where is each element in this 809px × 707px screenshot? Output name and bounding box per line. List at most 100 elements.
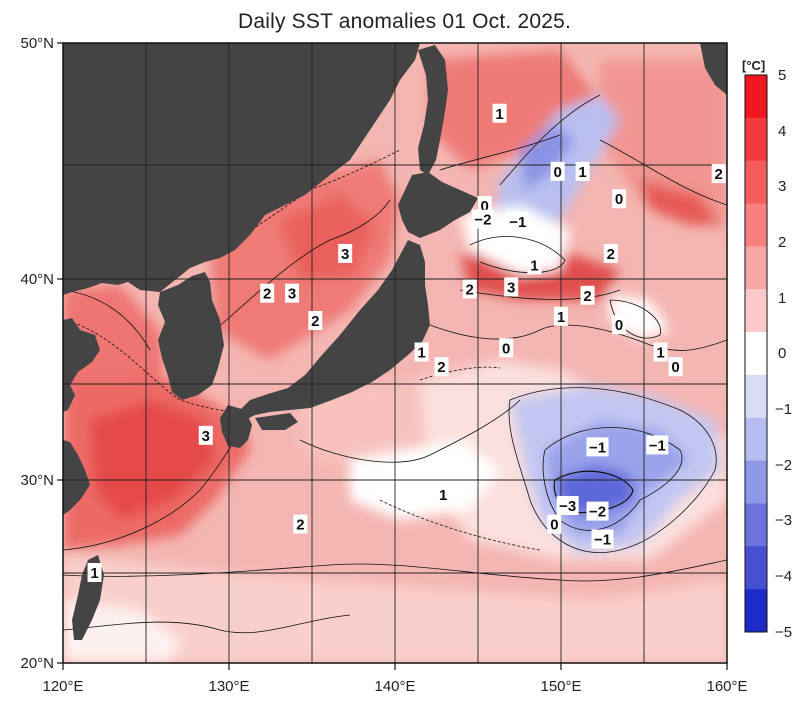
contour-label: 0: [502, 340, 510, 357]
lon-label-150e: 150°E: [540, 678, 581, 695]
colorbar-swatch: [745, 203, 767, 247]
contour-label: 2: [437, 359, 445, 376]
colorbar-swatch: [745, 460, 767, 504]
colorbar-tick-2: 2: [778, 234, 786, 251]
colorbar-swatch: [745, 332, 767, 376]
colorbar-swatch: [745, 589, 767, 633]
contour-label-bg: [711, 164, 726, 184]
contour-label-bg: [492, 103, 507, 123]
contour-label: 3: [202, 428, 210, 445]
lon-ticks: [62, 663, 728, 670]
contour-label-bg: [612, 315, 627, 335]
contour-label-bg: [586, 437, 609, 457]
contour-label-bg: [414, 342, 429, 362]
lon-label-120e: 120°E: [42, 678, 83, 695]
colorbar-swatches: [745, 75, 767, 633]
colorbar-swatch: [745, 289, 767, 333]
contour-label-bg: [285, 283, 300, 303]
colorbar-swatch: [745, 246, 767, 290]
contour-label: 1: [530, 257, 538, 274]
colorbar-tick-neg2: −2: [775, 457, 792, 474]
warm-patch-ecs-core: [90, 400, 215, 520]
lon-label-140e: 140°E: [374, 678, 415, 695]
contour-label: 2: [466, 282, 474, 299]
colorbar-frame: [744, 74, 768, 633]
contour-label: 0: [480, 198, 488, 215]
contour-label: 1: [495, 106, 503, 123]
contour-label-bg: [653, 342, 668, 362]
contour-label-bg: [556, 496, 579, 516]
colorbar-tick-neg1: −1: [775, 401, 792, 418]
colorbar-swatch: [745, 417, 767, 462]
contour-label-bg: [293, 514, 308, 534]
contour-label: 0: [554, 164, 562, 181]
graticule: [63, 43, 727, 663]
contour-label-bg: [499, 338, 514, 358]
contour-label: 0: [615, 191, 623, 208]
contour-label-bg: [471, 209, 494, 229]
colorbar-ticks: 5 4 3 2 1 0 −1 −2 −3 −4 −5: [775, 67, 792, 641]
land-china-coast: [63, 318, 100, 412]
contour-label-bg: [198, 425, 213, 445]
contour-label: −1: [594, 532, 611, 549]
land-china-south: [63, 440, 90, 515]
colorbar-tick-1: 1: [778, 290, 786, 307]
land-kamchatka: [700, 43, 727, 95]
colorbar-tick-5: 5: [778, 67, 786, 84]
contour-label-bg: [575, 161, 590, 181]
colorbar-tick-neg5: −5: [775, 624, 792, 641]
contour-lines: [63, 94, 727, 634]
land: [63, 43, 727, 640]
contour-label: 3: [288, 286, 296, 303]
contour-label: 2: [583, 288, 591, 305]
colorbar-tick-4: 4: [778, 123, 786, 140]
contour-label: 3: [507, 279, 515, 296]
lon-label-130e: 130°E: [208, 678, 249, 695]
colorbar-unit: [°C]: [742, 58, 765, 73]
contour-label: 1: [439, 487, 447, 504]
contour-label-bg: [436, 484, 451, 504]
contour-label-bg: [586, 501, 609, 521]
contour-label: −2: [474, 212, 491, 229]
lat-label-40n: 40°N: [20, 271, 54, 288]
warm-streak-east: [640, 180, 720, 225]
contour-label: −2: [589, 504, 606, 521]
contour-label: 0: [615, 317, 623, 334]
land-honshu: [240, 240, 430, 420]
contour-label: 2: [296, 517, 304, 534]
contour-label: 1: [557, 309, 565, 326]
contour-label-bg: [506, 212, 529, 231]
contour-label-bg: [580, 285, 595, 305]
lat-label-50n: 50°N: [20, 35, 54, 52]
contour-label-bg: [338, 243, 353, 263]
contour-label-bg: [550, 161, 565, 181]
lat-label-20n: 20°N: [20, 655, 54, 672]
map-title: Daily SST anomalies 01 Oct. 2025.: [237, 10, 572, 33]
colorbar-tick-3: 3: [778, 178, 786, 195]
colorbar-tick-neg4: −4: [775, 568, 792, 585]
contour-label-bg: [308, 311, 323, 330]
contour-label: 2: [607, 246, 615, 263]
contour-label: 1: [578, 164, 586, 181]
contour-label-bg: [591, 529, 614, 549]
contour-label-bg: [260, 283, 275, 303]
contour-label: 2: [311, 313, 319, 330]
colorbar-swatch: [745, 374, 767, 419]
colorbar: [°C] 5 4 3 2 1 0 −1 −2 −3 −4 −5: [742, 58, 792, 641]
colorbar-swatch: [745, 75, 767, 119]
colorbar-swatch: [745, 546, 767, 590]
contour-label: −3: [559, 498, 576, 515]
land-kyushu: [220, 405, 252, 448]
contour-label-bg: [668, 357, 683, 377]
contour-label-bg: [434, 357, 449, 377]
contour-label-bg: [504, 277, 519, 297]
contour-label-bg: [547, 514, 562, 534]
warm-patch-northeast: [600, 60, 727, 230]
colorbar-tick-neg3: −3: [775, 512, 792, 529]
colorbar-swatch: [745, 503, 767, 547]
contour-label: 0: [550, 517, 558, 534]
contour-label: −1: [649, 437, 666, 454]
